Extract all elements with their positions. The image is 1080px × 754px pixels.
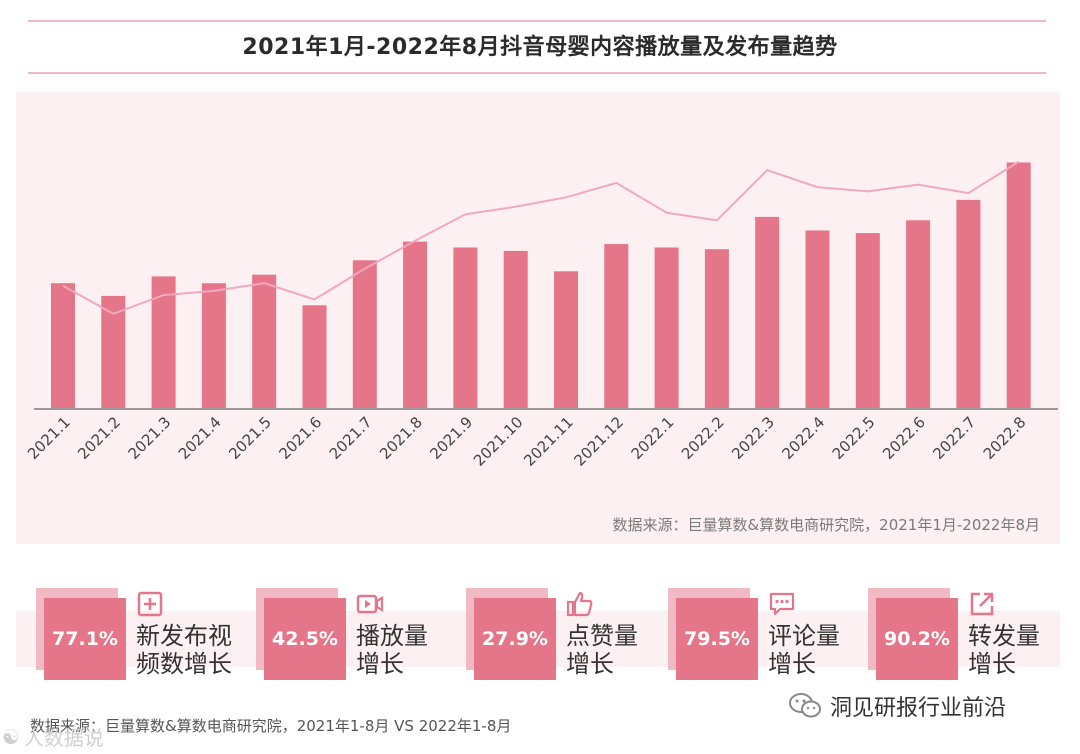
- stat-value: 77.1%: [44, 598, 126, 680]
- watermark-logo-icon: ☯: [2, 724, 20, 749]
- watermark: ☯ 人数据说: [2, 722, 104, 751]
- bar-2022.5: [855, 233, 880, 409]
- stat-value: 27.9%: [474, 598, 556, 680]
- share-icon: [970, 592, 994, 616]
- stat-label-line2: 增长: [566, 650, 614, 678]
- stats-source: 数据来源：巨量算数&算数电商研究院，2021年1-8月 VS 2022年1-8月: [30, 717, 512, 735]
- chart-panel: 2021.1 2021.2 2021.3 2021.4 2021.5 2021.6 2021…: [16, 92, 1060, 544]
- stat-value: 79.5%: [676, 598, 758, 680]
- x-tick-label: 2021.5: [225, 413, 275, 463]
- thumbs-up-icon: [566, 591, 593, 617]
- x-tick-label: 2021.8: [376, 413, 426, 463]
- bar-2022.4: [805, 230, 830, 409]
- x-tick-label: 2022.1: [628, 413, 678, 463]
- x-tick-label: 2022.6: [879, 413, 929, 463]
- stat-label-line1: 转发量: [968, 622, 1040, 650]
- bar-2022.6: [906, 220, 931, 409]
- bar-2022.3: [755, 216, 780, 409]
- x-tick-label: 2022.5: [829, 413, 879, 463]
- bar-2022.7: [956, 199, 981, 409]
- x-tick-label: 2022.4: [778, 413, 828, 463]
- stat-label: 转发量 增长: [968, 622, 1078, 678]
- stat-value: 90.2%: [876, 598, 958, 680]
- x-tick-label: 2021.12: [571, 413, 628, 470]
- bar-2021.1: [51, 283, 75, 409]
- x-tick-label: 2021.9: [426, 413, 476, 463]
- bar-2022.2: [704, 249, 729, 409]
- x-tick-label: 2022.8: [980, 413, 1030, 463]
- comment-icon: [769, 592, 795, 616]
- stat-label: 播放量 增长: [356, 622, 466, 678]
- top-divider: [28, 20, 1046, 22]
- x-tick-label: 2021.6: [275, 413, 325, 463]
- bar-2021.12: [604, 244, 629, 409]
- stat-likes: 27.9% 点赞量 增长: [466, 588, 666, 680]
- bar-2021.11: [554, 271, 578, 409]
- bar-2021.8: [403, 241, 428, 409]
- stat-label: 评论量 增长: [768, 622, 878, 678]
- bar-2021.3: [151, 276, 176, 409]
- stat-label-line1: 评论量: [768, 622, 840, 650]
- bar-2021.9: [453, 247, 478, 409]
- plus-square-icon: [137, 591, 163, 617]
- chart-source: 数据来源：巨量算数&算数电商研究院，2021年1月-2022年8月: [612, 516, 1040, 534]
- x-tick-label: 2021.1: [24, 413, 74, 463]
- stat-label-line2: 增长: [356, 650, 404, 678]
- x-tick-label: 2021.7: [326, 413, 376, 463]
- wechat-name: 洞见研报行业前沿: [830, 696, 1007, 721]
- video-icon: [356, 594, 384, 614]
- stat-label-line1: 播放量: [356, 622, 428, 650]
- bar-2021.5: [252, 274, 277, 409]
- stat-label-line1: 新发布视: [136, 622, 232, 650]
- bar-2021.7: [352, 260, 377, 410]
- x-tick-label: 2021.2: [74, 413, 124, 463]
- stat-label-line2: 频数增长: [136, 650, 232, 678]
- x-tick-label: 2021.3: [125, 413, 175, 463]
- x-tick-label: 2021.10: [470, 413, 527, 470]
- x-tick-label: 2022.2: [678, 413, 728, 463]
- stat-label-line2: 增长: [768, 650, 816, 678]
- stat-label: 点赞量 增长: [566, 622, 676, 678]
- page-title: 2021年1月-2022年8月抖音母婴内容播放量及发布量趋势: [242, 35, 838, 60]
- title-divider: [28, 72, 1046, 74]
- bar-2022.1: [654, 247, 679, 409]
- bar-2021.10: [503, 250, 528, 409]
- stat-new-videos: 77.1% 新发布视 频数增长: [36, 588, 236, 680]
- x-tick-label: 2022.3: [728, 413, 778, 463]
- stat-value: 42.5%: [264, 598, 346, 680]
- stat-label-line2: 增长: [968, 650, 1016, 678]
- x-tick-label: 2021.4: [175, 413, 225, 463]
- wechat-icon: [789, 693, 821, 718]
- stat-comments: 79.5% 评论量 增长: [668, 588, 868, 680]
- publish-trend-line: [62, 160, 1020, 315]
- bar-2022.8: [1006, 162, 1031, 409]
- chart-svg: 2021.1 2021.2 2021.3 2021.4 2021.5 2021.6 2021…: [24, 160, 1058, 470]
- bar-2021.6: [302, 305, 327, 409]
- stat-label: 新发布视 频数增长: [136, 622, 246, 678]
- stat-shares: 90.2% 转发量 增长: [868, 588, 1068, 680]
- bar-2021.4: [201, 283, 226, 409]
- x-tick-label: 2021.11: [520, 413, 577, 470]
- stat-label-line1: 点赞量: [566, 622, 638, 650]
- stat-plays: 42.5% 播放量 增长: [256, 588, 456, 680]
- x-tick-label: 2022.7: [929, 413, 979, 463]
- wechat-account: 洞见研报行业前沿: [788, 690, 1006, 722]
- watermark-text: 人数据说: [23, 726, 104, 750]
